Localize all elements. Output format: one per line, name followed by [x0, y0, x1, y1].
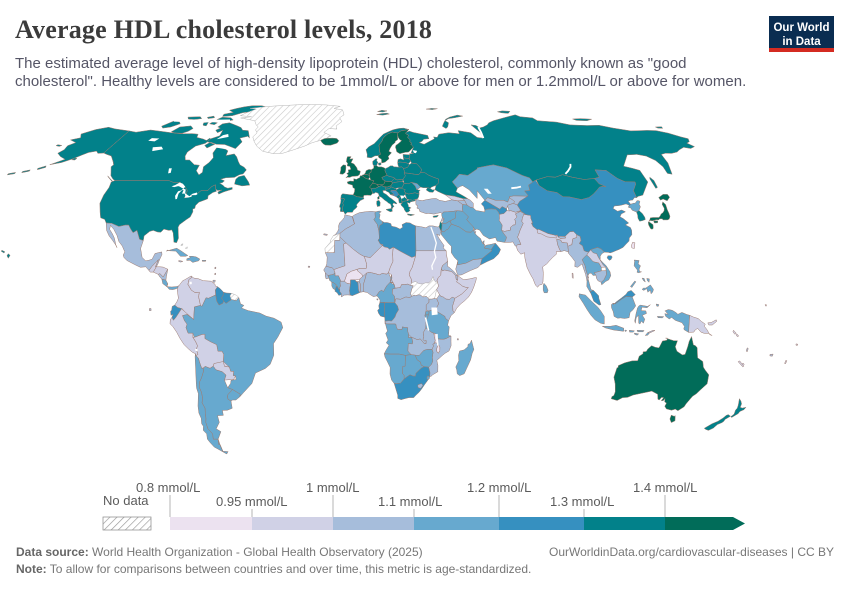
- svg-text:0.95 mmol/L: 0.95 mmol/L: [216, 494, 288, 509]
- svg-text:1 mmol/L: 1 mmol/L: [306, 480, 359, 495]
- svg-text:1.4 mmol/L: 1.4 mmol/L: [633, 480, 697, 495]
- svg-text:1.3 mmol/L: 1.3 mmol/L: [550, 494, 614, 509]
- svg-text:1.2 mmol/L: 1.2 mmol/L: [467, 480, 531, 495]
- svg-text:1.1 mmol/L: 1.1 mmol/L: [378, 494, 442, 509]
- svg-text:No data: No data: [103, 493, 149, 508]
- svg-text:0.8 mmol/L: 0.8 mmol/L: [136, 480, 200, 495]
